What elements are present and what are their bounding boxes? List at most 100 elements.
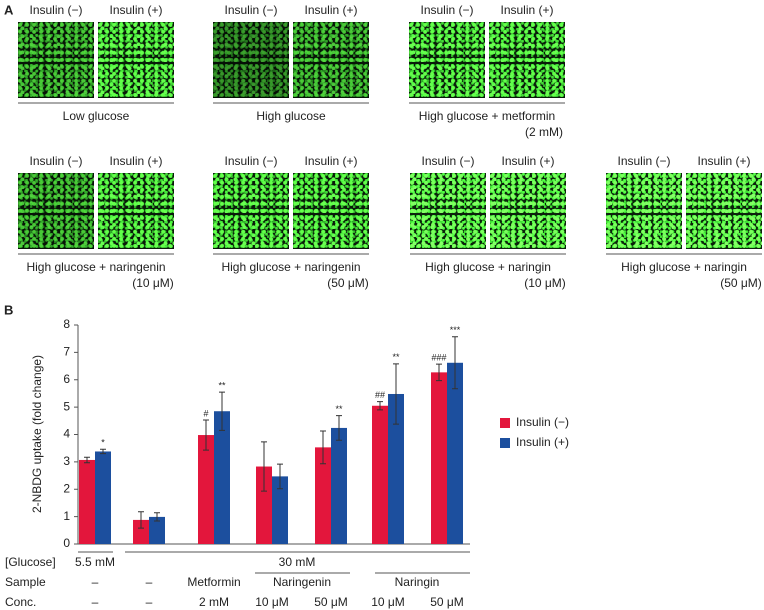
error-bar [452,336,458,390]
row-label: [Glucose] [5,555,56,569]
bar [272,476,288,544]
x-tick-label: 10 μM [255,595,289,609]
bar [331,427,347,544]
image-label: Insulin (−) [420,3,473,17]
bar [214,411,230,544]
error-bar [436,363,442,382]
caption: High glucose + naringenin [26,260,165,274]
glucose-label: 5.5 mM [75,555,115,569]
significance: * [101,438,105,448]
sample-label: Metformin [187,575,240,589]
legend-swatch [500,438,510,448]
y-tick-label: 1 [63,509,70,523]
image-label: Insulin (+) [501,154,554,168]
legend-label: Insulin (−) [516,415,569,429]
image-label: Insulin (−) [421,154,474,168]
y-tick-label: 6 [63,372,70,386]
bar [388,393,404,544]
row-label: Conc. [5,595,36,609]
significance: ### [431,353,446,363]
y-axis-label: 2-NBDG uptake (fold change) [30,355,44,513]
image-label: Insulin (+) [109,154,162,168]
image-label: Insulin (−) [29,154,82,168]
panel-label: B [4,302,13,317]
significance: ## [375,390,385,400]
micrograph [686,173,762,249]
micrograph [213,22,289,98]
significance: *** [450,325,461,335]
micrograph [489,22,565,98]
caption: (10 μM) [524,276,566,290]
micrograph [409,22,485,98]
bar [198,435,214,544]
y-tick-label: 5 [63,399,70,413]
sample-label: Naringin [395,575,440,589]
x-tick-label: – [146,595,153,609]
image-label: Insulin (+) [697,154,750,168]
error-bar [336,415,342,441]
error-bar [154,512,160,522]
x-tick-label: 2 mM [199,595,229,609]
significance: # [203,408,208,418]
sample-label: Naringenin [273,575,331,589]
micrograph [293,22,369,98]
significance: ** [218,380,226,390]
micrograph [293,173,369,249]
caption: High glucose + naringenin [221,260,360,274]
row-label: Sample [5,575,46,589]
error-bar [261,441,267,492]
bar [315,447,331,544]
micrograph [18,22,94,98]
error-bar [320,430,326,465]
image-label: Insulin (+) [500,3,553,17]
y-tick-label: 3 [63,454,70,468]
caption: (2 mM) [525,125,563,139]
image-label: Insulin (−) [224,3,277,17]
y-tick-label: 7 [63,345,70,359]
bar [372,405,388,544]
image-label: Insulin (+) [109,3,162,17]
caption: (10 μM) [132,276,174,290]
micrograph [98,173,174,249]
y-tick-label: 8 [63,317,70,331]
significance: ** [335,404,343,414]
caption: High glucose + naringin [425,260,551,274]
y-tick-label: 2 [63,481,70,495]
x-tick-label: 10 μM [371,595,405,609]
error-bar [393,363,399,425]
bar [133,519,149,544]
sample-label: – [92,575,99,589]
image-label: Insulin (−) [224,154,277,168]
caption: High glucose + metformin [419,109,555,123]
error-bar [100,448,106,455]
bar [79,459,95,544]
y-tick-label: 0 [63,536,70,550]
micrograph [213,173,289,249]
bar [431,372,447,544]
bar [256,466,272,544]
caption: High glucose [256,109,326,123]
error-bar [138,511,144,529]
error-bar [219,391,225,431]
caption: High glucose + naringin [621,260,747,274]
x-tick-label: 50 μM [314,595,348,609]
glucose-label: 30 mM [279,555,316,569]
micrograph [410,173,486,249]
error-bar [277,463,283,490]
x-tick-label: – [92,595,99,609]
micrograph [18,173,94,249]
bar [447,362,463,544]
error-bar [203,419,209,451]
caption: Low glucose [63,109,130,123]
micrograph [490,173,566,249]
caption: (50 μM) [327,276,369,290]
micrograph [606,173,682,249]
image-label: Insulin (−) [617,154,670,168]
legend-label: Insulin (+) [516,435,569,449]
legend-swatch [500,418,510,428]
caption: (50 μM) [720,276,762,290]
error-bar [377,401,383,411]
image-label: Insulin (+) [304,3,357,17]
